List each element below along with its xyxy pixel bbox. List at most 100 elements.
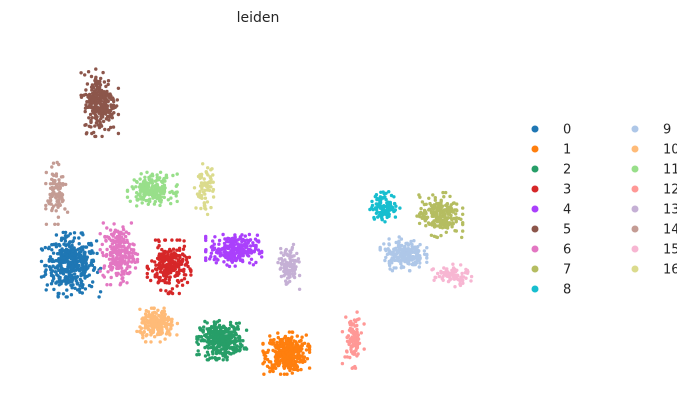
cluster-6-point <box>120 254 124 258</box>
cluster-2-point <box>232 329 236 334</box>
cluster-6-point <box>101 273 105 277</box>
cluster-15-point <box>431 267 435 271</box>
cluster-9-point <box>392 247 397 251</box>
cluster-6-point <box>100 242 105 247</box>
cluster-0-point <box>56 295 60 299</box>
cluster-6-point <box>112 246 117 250</box>
cluster-5-point <box>94 67 98 71</box>
cluster-13-point <box>289 259 293 263</box>
cluster-11-point <box>155 185 160 189</box>
cluster-3-point <box>168 290 172 294</box>
cluster-10-point <box>149 333 153 337</box>
legend-label-10: 10 <box>663 143 677 158</box>
cluster-1-point <box>297 360 302 364</box>
cluster-5-point <box>102 101 107 106</box>
cluster-2-point <box>215 348 219 352</box>
cluster-9-point <box>413 260 417 264</box>
cluster-3-point <box>153 260 157 264</box>
cluster-0-point <box>75 288 80 292</box>
cluster-2-point <box>205 350 210 354</box>
cluster-15-point <box>453 285 457 289</box>
legend-label-2: 2 <box>563 163 571 178</box>
cluster-5-point <box>116 112 121 117</box>
cluster-3-point <box>180 278 184 283</box>
cluster-9-point <box>418 261 422 265</box>
cluster-3-point <box>178 255 182 260</box>
cluster-1-point <box>307 350 312 354</box>
cluster-6-point <box>133 266 138 270</box>
cluster-10-point <box>148 330 153 334</box>
cluster-5-point <box>106 79 111 83</box>
cluster-0-point <box>92 267 96 271</box>
cluster-0-point <box>80 267 84 272</box>
cluster-4-point <box>209 251 214 255</box>
legend-item-15: 15 <box>631 243 677 258</box>
cluster-0-point <box>91 280 95 284</box>
cluster-9-point <box>404 259 409 264</box>
cluster-1-point <box>288 350 293 355</box>
cluster-11-point <box>143 193 147 197</box>
cluster-4-point <box>221 232 225 237</box>
cluster-4-point <box>258 250 262 255</box>
cluster-3-point <box>157 278 161 283</box>
cluster-1-point <box>295 367 299 372</box>
cluster-7-point <box>448 194 452 199</box>
cluster-4-point <box>234 257 238 261</box>
cluster-8-point <box>385 203 390 207</box>
cluster-11-point <box>152 202 157 206</box>
cluster-11-point <box>168 190 172 195</box>
cluster-5-point <box>79 95 84 100</box>
cluster-9-point <box>425 253 429 257</box>
cluster-11-point <box>138 194 142 198</box>
cluster-7-point <box>428 201 432 206</box>
cluster-7-point <box>418 214 422 219</box>
cluster-0-point <box>61 292 66 296</box>
cluster-16-point <box>205 212 210 217</box>
cluster-5-point <box>96 96 101 101</box>
cluster-1-point <box>272 338 276 342</box>
cluster-0-point <box>66 256 70 260</box>
cluster-3-point <box>154 263 158 267</box>
cluster-7-point <box>460 235 464 240</box>
cluster-10-point <box>138 307 142 311</box>
legend-label-13: 13 <box>663 203 677 218</box>
cluster-13-point <box>283 272 287 276</box>
cluster-2-point <box>206 353 211 357</box>
cluster-6-point <box>117 261 121 266</box>
cluster-16-point <box>194 206 198 210</box>
cluster-5-point <box>95 101 99 106</box>
cluster-13-point <box>290 272 294 276</box>
cluster-0-point <box>47 245 51 249</box>
cluster-7-point <box>429 211 434 215</box>
cluster-7-point <box>434 206 439 210</box>
cluster-2-point <box>211 344 215 348</box>
cluster-5-points <box>79 67 121 139</box>
cluster-2-point <box>238 348 242 352</box>
cluster-0-point <box>73 286 77 290</box>
cluster-7-point <box>431 193 435 197</box>
cluster-7-point <box>461 212 465 216</box>
cluster-1-point <box>286 344 291 348</box>
cluster-2-point <box>232 325 236 329</box>
cluster-11-point <box>145 170 149 174</box>
cluster-0-point <box>80 291 85 295</box>
cluster-5-point <box>116 131 121 136</box>
cluster-14-point <box>54 209 58 213</box>
cluster-4-point <box>224 255 228 260</box>
cluster-15-point <box>436 271 440 276</box>
cluster-14-point <box>63 182 68 187</box>
cluster-11-point <box>140 201 144 205</box>
cluster-15-point <box>460 271 464 276</box>
cluster-2-point <box>236 327 240 331</box>
cluster-0-point <box>94 239 99 243</box>
legend-label-8: 8 <box>563 283 571 298</box>
cluster-2-point <box>211 352 215 356</box>
cluster-1-point <box>276 335 280 340</box>
cluster-2-point <box>209 326 214 330</box>
cluster-6-point <box>105 283 109 287</box>
cluster-13-point <box>292 264 296 269</box>
cluster-2-point <box>222 325 226 329</box>
cluster-0-point <box>69 256 73 261</box>
cluster-9-point <box>389 258 393 262</box>
